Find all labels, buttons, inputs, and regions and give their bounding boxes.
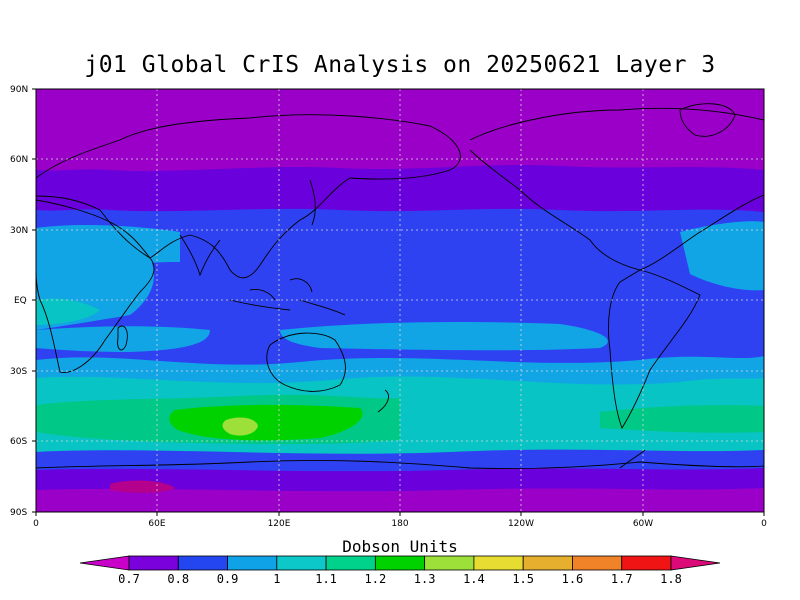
lat-label-60s: 60S [10, 437, 27, 447]
colorbar-swatch [177, 555, 228, 571]
lon-label-120e: 120E [268, 519, 291, 529]
colorbar-swatch [572, 555, 623, 571]
coast-nz [377, 389, 389, 413]
coast-samerica [608, 269, 701, 430]
colorbar-tick-label: 1.3 [414, 572, 436, 586]
coast-japan [309, 179, 316, 226]
colorbar-tick-label: 1.2 [365, 572, 387, 586]
band-eq-pacific [280, 322, 608, 351]
map-title: j01 Global CrIS Analysis on 20250621 Lay… [84, 52, 716, 78]
colorbar-swatch [522, 555, 573, 571]
lon-label-180: 180 [391, 519, 408, 529]
graticule [36, 89, 764, 512]
lon-label-120w: 120W [508, 519, 534, 529]
colorbar-tick-label: 0.8 [167, 572, 189, 586]
coast-antarctica [36, 459, 764, 469]
colorbar-swatch [325, 555, 376, 571]
lon-label-0-end: 0 [761, 519, 767, 529]
band-africa-2 [36, 298, 100, 325]
band-1-3 [169, 404, 363, 441]
coast-antarctic-pen [619, 449, 646, 469]
coast-madagascar [117, 325, 128, 351]
colorbar-arrow-high [670, 555, 721, 571]
colorbar-tick-label: 1.7 [611, 572, 633, 586]
colorbar-tick-label: 0.7 [118, 572, 140, 586]
lat-label-90s: 90S [10, 508, 27, 518]
colorbar-tick-label: 1.8 [660, 572, 682, 586]
band-n-polar-2 [36, 89, 764, 156]
colorbar-arrow-low [79, 555, 130, 571]
coast-australia [266, 332, 346, 392]
colorbar-tick-label: 1.1 [315, 572, 337, 586]
band-sth-indian [36, 326, 210, 352]
lon-label-60w: 60W [633, 519, 653, 529]
band-ant-4 [110, 480, 175, 493]
coast-indonesia [229, 278, 346, 316]
colorbar: 0.7 0.8 0.9 1 1.1 1.2 1.3 1.4 1.5 1.6 1.7 1.8 [79, 555, 721, 586]
colorbar-title: Dobson Units [342, 537, 458, 556]
lon-label-0: 0 [33, 519, 39, 529]
colorbar-swatch [276, 555, 327, 571]
band-1-2-east [600, 405, 764, 433]
band-atlantic [680, 221, 764, 291]
colorbar-swatch [374, 555, 426, 571]
band-1-4 [222, 417, 258, 436]
coast-africa [36, 195, 155, 373]
coast-india [179, 234, 221, 277]
colorbar-swatch [227, 555, 278, 571]
lat-label-60n: 60N [10, 155, 28, 165]
coast-greenland [679, 103, 736, 137]
lat-label-eq: EQ [14, 296, 27, 306]
colorbar-tick-label: 0.9 [217, 572, 239, 586]
coastlines [36, 103, 764, 469]
lat-label-30n: 30N [10, 226, 28, 236]
colorbar-tick-label: 1.5 [512, 572, 534, 586]
colorbar-swatch [621, 555, 672, 571]
lat-label-30s: 30S [10, 367, 27, 377]
colorbar-swatch [424, 555, 475, 571]
colorbar-tick-label: 1.4 [463, 572, 485, 586]
colorbar-tick-label: 1 [273, 572, 280, 586]
coast-eurasia [36, 114, 461, 279]
colorbar-swatch [128, 555, 179, 571]
lon-label-60e: 60E [148, 519, 165, 529]
lat-label-90n: 90N [10, 85, 28, 95]
colorbar-tick-label: 1.6 [562, 572, 584, 586]
axis-ticks [32, 88, 765, 516]
colorbar-swatch [473, 555, 524, 571]
coast-namerica [469, 107, 764, 271]
